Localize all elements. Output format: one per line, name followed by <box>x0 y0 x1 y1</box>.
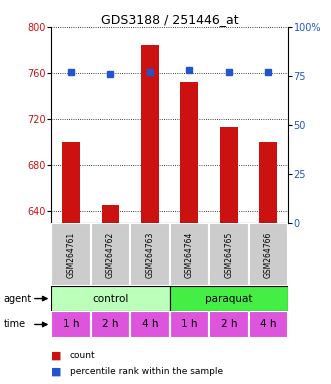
FancyBboxPatch shape <box>130 311 169 338</box>
FancyBboxPatch shape <box>130 223 169 286</box>
Text: 1 h: 1 h <box>181 319 198 329</box>
Text: 4 h: 4 h <box>260 319 276 329</box>
FancyBboxPatch shape <box>169 223 209 286</box>
Text: time: time <box>3 319 25 329</box>
Text: GSM264763: GSM264763 <box>145 231 155 278</box>
Text: GSM264764: GSM264764 <box>185 231 194 278</box>
Text: agent: agent <box>3 293 31 304</box>
FancyBboxPatch shape <box>169 311 209 338</box>
Text: GSM264762: GSM264762 <box>106 231 115 278</box>
Text: ■: ■ <box>51 350 62 360</box>
Bar <box>180 82 198 223</box>
Text: GSM264766: GSM264766 <box>264 231 273 278</box>
Bar <box>141 45 159 223</box>
FancyBboxPatch shape <box>51 286 169 311</box>
Text: paraquat: paraquat <box>205 293 253 304</box>
Bar <box>102 205 119 223</box>
Text: 2 h: 2 h <box>102 319 119 329</box>
FancyBboxPatch shape <box>51 223 91 286</box>
Text: 1 h: 1 h <box>63 319 79 329</box>
FancyBboxPatch shape <box>209 223 249 286</box>
Text: control: control <box>92 293 129 304</box>
FancyBboxPatch shape <box>91 223 130 286</box>
Text: percentile rank within the sample: percentile rank within the sample <box>70 367 223 376</box>
Text: ■: ■ <box>51 366 62 376</box>
FancyBboxPatch shape <box>249 311 288 338</box>
FancyBboxPatch shape <box>91 311 130 338</box>
FancyBboxPatch shape <box>249 223 288 286</box>
Text: GSM264761: GSM264761 <box>67 231 75 278</box>
Bar <box>220 127 238 223</box>
Bar <box>260 142 277 223</box>
FancyBboxPatch shape <box>169 286 288 311</box>
Text: 2 h: 2 h <box>220 319 237 329</box>
Title: GDS3188 / 251446_at: GDS3188 / 251446_at <box>101 13 238 26</box>
Text: count: count <box>70 351 95 360</box>
FancyBboxPatch shape <box>51 311 91 338</box>
Text: 4 h: 4 h <box>142 319 158 329</box>
FancyBboxPatch shape <box>209 311 249 338</box>
Bar <box>62 142 80 223</box>
Text: GSM264765: GSM264765 <box>224 231 233 278</box>
